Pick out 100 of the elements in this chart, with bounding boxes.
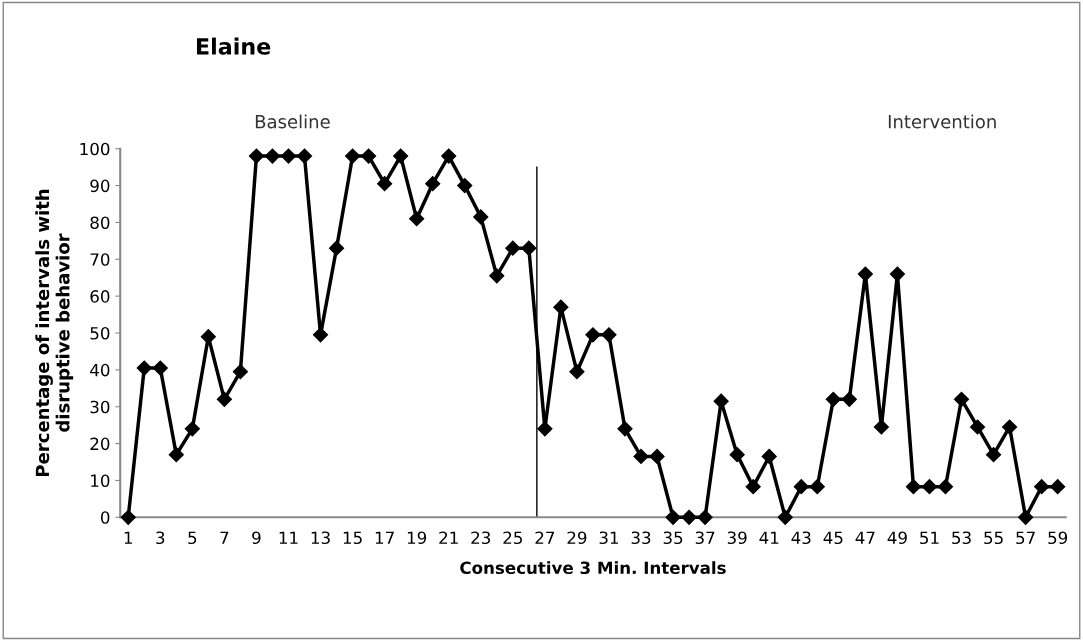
y-tick-label: 60 [90,290,110,303]
y-tick-label: 10 [91,474,110,487]
point [1002,419,1018,435]
x-tick-label: 41 [759,531,779,544]
x-tick-label: 49 [887,531,907,545]
point [649,448,665,465]
x-tick-label: 15 [343,531,362,545]
point [441,148,457,164]
point [1034,479,1050,495]
x-tick-label: 53 [952,531,971,545]
point [825,391,841,407]
x-tick-label: 35 [663,531,683,545]
x-tick-label: 13 [311,531,330,545]
x-tick-label: 43 [791,531,811,545]
x-tick-label: 3 [156,531,165,545]
x-tick-label: 37 [695,531,715,545]
point [120,509,136,525]
y-tick-label: 40 [90,363,110,377]
point [280,148,297,164]
point [745,479,761,495]
point [841,391,857,407]
x-tick-label: 51 [920,531,939,545]
point [617,421,633,437]
point [328,240,345,256]
point [585,327,601,343]
point [969,419,986,435]
x-tick-label: 9 [252,531,261,545]
point [152,360,168,376]
x-tick-label: 1 [124,531,132,544]
point [505,240,521,256]
x-tick-label: 29 [567,531,587,545]
x-tick-label: 39 [727,531,747,545]
point [168,447,184,463]
text: Baseline [255,114,330,129]
x-tick-label: 45 [823,531,843,545]
y-tick-label: 70 [90,253,110,266]
point [425,176,441,192]
y-tick-label: 20 [90,437,110,451]
point [473,209,489,225]
point [985,447,1002,463]
point [633,448,649,465]
point [873,419,889,435]
x-tick-label: 31 [599,531,619,545]
point [681,509,697,525]
point [809,479,825,495]
point [601,327,617,343]
x-tick-label: 7 [220,531,229,544]
y-axis-title: Percentage of intervals with disruptive behavior [35,189,74,477]
point [921,479,938,495]
x-tick-label: 55 [984,531,1003,545]
point [377,176,393,192]
point [793,479,809,495]
x-tick-label: 47 [855,531,875,544]
point [521,240,537,256]
point [697,509,713,525]
x-tick-label: 59 [1048,531,1068,545]
point [553,299,569,315]
x-tick-label: 57 [1016,531,1035,545]
point [409,211,425,227]
point [248,148,264,164]
point [537,421,553,437]
point [953,391,970,407]
point [905,479,922,495]
point [136,360,152,376]
x-tick-label: 19 [407,531,427,545]
point [232,364,248,380]
text: Intervention [888,114,996,129]
point [857,266,873,282]
x-tick-label: 5 [188,531,197,545]
y-tick-label: 100 [80,142,110,156]
x-tick-label: 21 [439,531,458,544]
point [713,393,729,409]
point [1050,479,1066,495]
x-tick-label: 33 [631,531,651,545]
x-tick-label: 23 [471,531,491,545]
point [457,177,473,194]
chart-title: Elaine [196,37,271,55]
point [1018,509,1034,525]
x-tick-label: 25 [503,531,522,545]
point [729,447,745,463]
point [761,448,777,465]
y-tick-label: 90 [90,179,110,193]
point [296,148,313,164]
x-tick-label: 11 [279,531,298,544]
point [184,421,200,437]
x-tick-label: 27 [535,531,555,544]
point [312,327,329,343]
point [569,364,585,380]
point [489,268,505,284]
y-tick-label: 80 [90,216,110,229]
point [216,391,232,407]
point [665,509,681,525]
y-tick-label: 30 [90,400,110,414]
point [361,148,377,164]
point [777,509,793,525]
y-tick-label: 50 [90,326,110,340]
x-tick-label: 17 [375,531,394,544]
point [889,266,905,282]
x-axis-title: Consecutive 3 Min. Intervals [460,561,726,575]
point [345,148,361,164]
